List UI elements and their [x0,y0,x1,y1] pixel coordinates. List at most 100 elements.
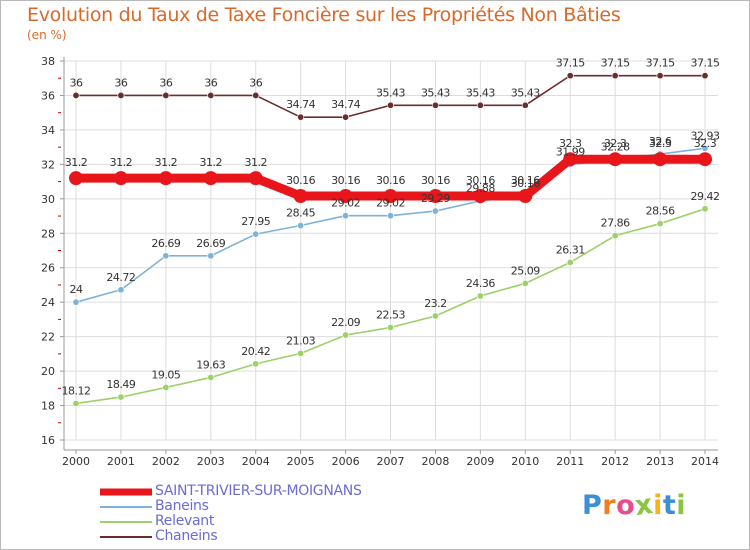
logo-letter: i [653,490,663,521]
data-point [563,152,578,167]
x-tick-label: 2012 [601,455,629,468]
data-label: 37.15 [691,57,720,70]
data-point [207,91,215,99]
data-label: 30.16 [511,177,540,190]
data-label: 37.15 [556,57,585,70]
x-tick-label: 2013 [646,455,674,468]
data-point [162,91,170,99]
data-point [72,399,80,407]
legend-label: Chaneins [155,528,218,544]
data-point [252,360,260,368]
y-tick-label: 28 [41,227,55,240]
x-tick-label: 2001 [107,455,135,468]
data-label: 30.16 [466,174,495,187]
legend-label: SAINT-TRIVIER-SUR-MOIGNANS [155,483,362,499]
logo-letter: t [662,490,677,521]
data-point [293,189,308,204]
data-label: 26.69 [196,237,225,250]
logo-letter: x [633,488,656,523]
data-label: 31.99 [556,146,585,159]
data-label: 36 [249,76,262,89]
y-tick-label: 16 [41,434,55,447]
data-point [611,72,619,80]
data-label: 26.69 [151,237,180,250]
data-label: 30.16 [331,174,360,187]
data-point [566,258,574,266]
x-tick-label: 2010 [511,455,539,468]
data-point [297,349,305,357]
legend-swatch [100,505,152,508]
data-label: 37.15 [601,57,630,70]
y-tick-label: 18 [41,400,55,413]
x-tick-label: 2011 [556,455,584,468]
data-point [387,324,395,332]
data-label: 22.09 [331,316,360,329]
x-tick-label: 2005 [287,455,315,468]
data-label: 37.15 [646,57,675,70]
data-point [473,189,488,204]
data-point [431,101,439,109]
data-label: 28.56 [646,205,675,218]
legend-swatch [100,535,152,538]
data-label: 23.2 [424,297,447,310]
data-label: 29.42 [691,190,720,203]
data-label: 26.31 [556,243,585,256]
data-label: 35.43 [511,86,540,99]
data-point [701,144,709,152]
data-point [428,189,443,204]
data-label: 21.03 [286,334,315,347]
data-point [653,152,668,167]
data-point [518,189,533,204]
y-tick-label: 34 [41,124,55,137]
data-point [656,220,664,228]
data-label: 35.43 [376,86,405,99]
data-label: 18.49 [106,378,135,391]
data-label: 36 [159,76,172,89]
data-point [431,207,439,215]
data-label: 29.02 [331,197,360,210]
data-label: 30.16 [286,174,315,187]
data-label: 24.72 [106,271,135,284]
data-label: 30.16 [511,174,540,187]
data-point [608,152,623,167]
legend-swatch [100,488,152,495]
data-point [387,212,395,220]
y-tick-label: 38 [41,55,55,68]
data-label: 32.3 [604,137,627,150]
data-point [158,171,173,186]
x-tick-label: 2014 [691,455,719,468]
data-point [698,152,713,167]
data-label: 32.6 [649,135,672,148]
data-point [611,232,619,240]
x-tick-label: 2004 [242,455,270,468]
data-point [383,189,398,204]
data-label: 31.2 [244,156,267,169]
data-label: 32.3 [694,137,717,150]
data-label: 18.12 [62,384,91,397]
data-label: 22.53 [376,309,405,322]
data-label: 36 [204,76,217,89]
chart-unit-label: (en %) [27,28,67,42]
data-point [252,230,260,238]
data-point [113,171,128,186]
data-label: 30.16 [376,174,405,187]
data-point [656,72,664,80]
data-label: 31.2 [200,156,223,169]
data-point [476,292,484,300]
x-tick-label: 2002 [152,455,180,468]
logo-letter: o [616,490,636,521]
data-label: 25.09 [511,264,540,277]
data-point [431,312,439,320]
data-label: 31.2 [155,156,178,169]
data-label: 27.86 [601,217,630,230]
data-label: 30.16 [421,174,450,187]
data-label: 29.29 [421,192,450,205]
data-point [162,383,170,391]
data-point [162,252,170,260]
data-point [207,373,215,381]
data-label: 35.43 [466,86,495,99]
data-point [207,252,215,260]
y-tick-label: 20 [41,365,55,378]
data-label: 36 [70,76,83,89]
data-label: 29.88 [466,182,495,195]
